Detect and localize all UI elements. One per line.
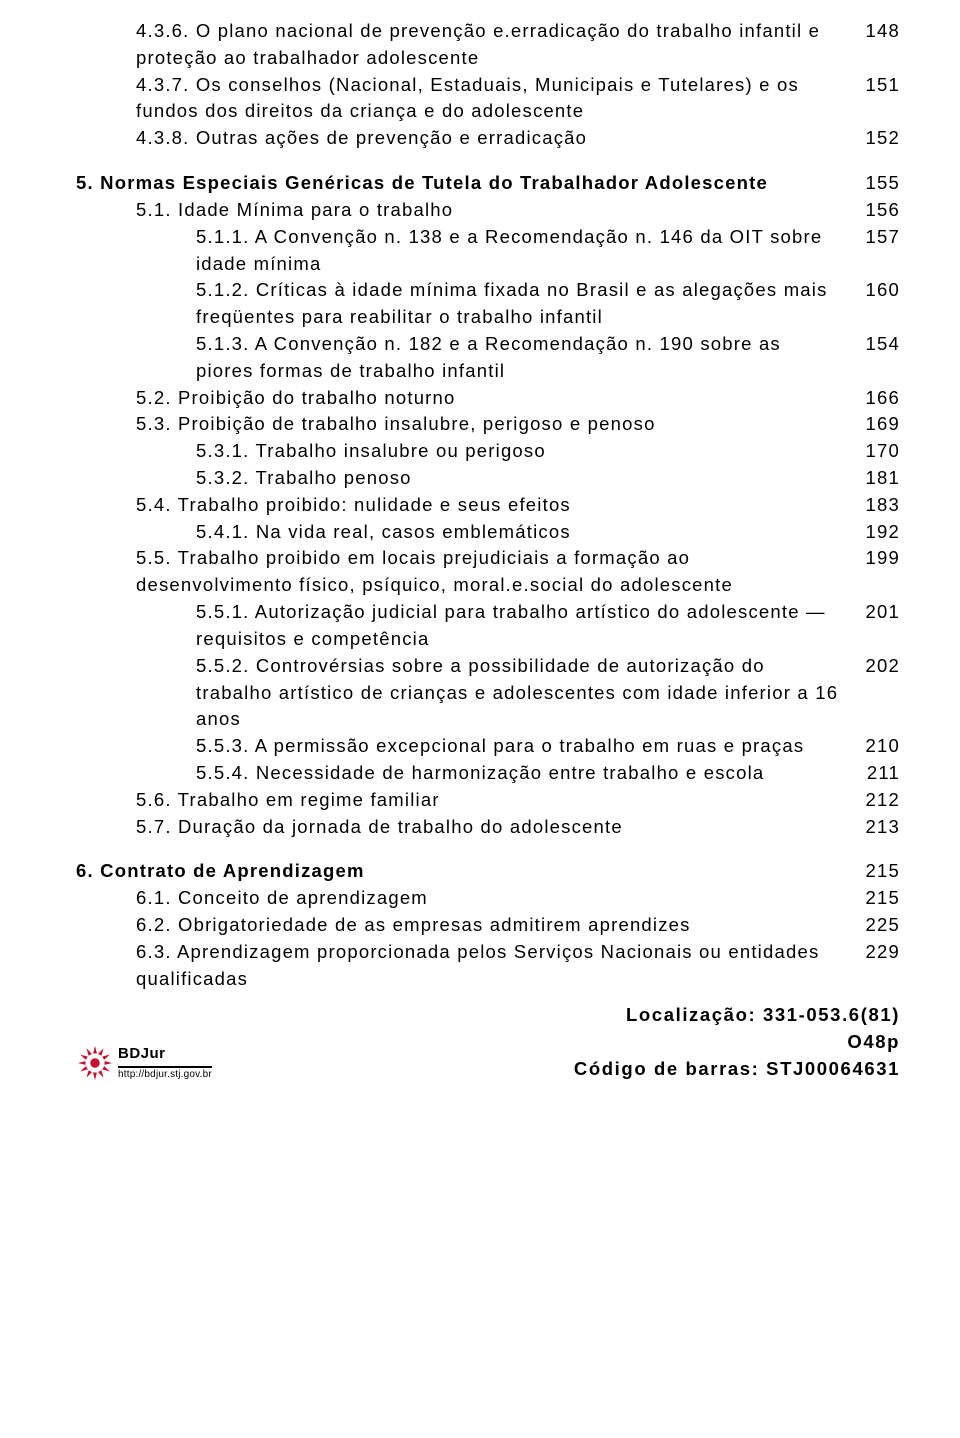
toc-entry: 5. Normas Especiais Genéricas de Tutela …	[76, 170, 900, 197]
toc-entry: 5.2. Proibição do trabalho noturno166	[76, 385, 900, 412]
toc-entry-page: 170	[840, 438, 900, 465]
toc-entry-page: 151	[840, 72, 900, 99]
toc-entry-text: 5.1.2. Críticas à idade mínima fixada no…	[76, 277, 840, 331]
footer-metadata: Localização: 331-053.6(81) O48p Código d…	[212, 1002, 900, 1082]
toc-entry-text: 5.5. Trabalho proibido em locais prejudi…	[76, 545, 840, 599]
toc-entry: 6.1. Conceito de aprendizagem215	[76, 885, 900, 912]
toc-entry: 6. Contrato de Aprendizagem215	[76, 858, 900, 885]
toc-entry-text: 6.3. Aprendizagem proporcionada pelos Se…	[76, 939, 840, 993]
footer-location: Localização: 331-053.6(81)	[212, 1002, 900, 1029]
toc-entry: 5.5. Trabalho proibido em locais prejudi…	[76, 545, 900, 599]
toc-entry: 4.3.7. Os conselhos (Nacional, Estaduais…	[76, 72, 900, 126]
toc-entry: 5.6. Trabalho em regime familiar212	[76, 787, 900, 814]
toc-entry: 5.3.1. Trabalho insalubre ou perigoso170	[76, 438, 900, 465]
toc-entry-page: 202	[840, 653, 900, 680]
toc-entry-text: 5.3.2. Trabalho penoso	[76, 465, 840, 492]
toc-entry: 5.3. Proibição de trabalho insalubre, pe…	[76, 411, 900, 438]
toc-entry: 5.3.2. Trabalho penoso181	[76, 465, 900, 492]
toc-entry-page: 210	[840, 733, 900, 760]
toc-entry-text: 5.2. Proibição do trabalho noturno	[76, 385, 840, 412]
toc-entry: 6.3. Aprendizagem proporcionada pelos Se…	[76, 939, 900, 993]
toc-entry-page: 199	[840, 545, 900, 572]
table-of-contents: 4.3.6. O plano nacional de prevenção e.e…	[76, 18, 900, 992]
toc-entry-page: 156	[840, 197, 900, 224]
page-footer: BDJur http://bdjur.stj.gov.br Localizaçã…	[76, 1002, 900, 1082]
toc-entry: 4.3.6. O plano nacional de prevenção e.e…	[76, 18, 900, 72]
toc-entry-page: 212	[840, 787, 900, 814]
toc-entry-page: 211	[840, 760, 900, 787]
toc-entry-text: 5.3. Proibição de trabalho insalubre, pe…	[76, 411, 840, 438]
toc-entry: 5.7. Duração da jornada de trabalho do a…	[76, 814, 900, 841]
toc-entry: 5.4. Trabalho proibido: nulidade e seus …	[76, 492, 900, 519]
toc-entry-text: 5.7. Duração da jornada de trabalho do a…	[76, 814, 840, 841]
toc-entry-text: 5.5.1. Autorização judicial para trabalh…	[76, 599, 840, 653]
toc-entry-page: 157	[840, 224, 900, 251]
toc-entry: 6.2. Obrigatoriedade de as empresas admi…	[76, 912, 900, 939]
toc-entry-text: 5.4. Trabalho proibido: nulidade e seus …	[76, 492, 840, 519]
footer-code: O48p	[212, 1029, 900, 1056]
toc-entry-text: 5.3.1. Trabalho insalubre ou perigoso	[76, 438, 840, 465]
toc-entry: 5.4.1. Na vida real, casos emblemáticos1…	[76, 519, 900, 546]
toc-entry-page: 154	[840, 331, 900, 358]
toc-entry-text: 4.3.7. Os conselhos (Nacional, Estaduais…	[76, 72, 840, 126]
logo-text: BDJur http://bdjur.stj.gov.br	[118, 1043, 212, 1083]
toc-entry-text: 4.3.8. Outras ações de prevenção e errad…	[76, 125, 840, 152]
toc-entry: 5.5.3. A permissão excepcional para o tr…	[76, 733, 900, 760]
toc-entry-text: 5.1. Idade Mínima para o trabalho	[76, 197, 840, 224]
logo-url: http://bdjur.stj.gov.br	[118, 1068, 212, 1083]
toc-entry-text: 5.6. Trabalho em regime familiar	[76, 787, 840, 814]
toc-entry: 5.1.2. Críticas à idade mínima fixada no…	[76, 277, 900, 331]
toc-entry-text: 5.1.3. A Convenção n. 182 e a Recomendaç…	[76, 331, 840, 385]
toc-entry-page: 192	[840, 519, 900, 546]
toc-entry-page: 225	[840, 912, 900, 939]
toc-entry-text: 6. Contrato de Aprendizagem	[76, 858, 840, 885]
toc-entry-page: 215	[840, 885, 900, 912]
toc-entry-page: 160	[840, 277, 900, 304]
toc-entry-page: 215	[840, 858, 900, 885]
toc-entry: 5.5.1. Autorização judicial para trabalh…	[76, 599, 900, 653]
logo-brand: BDJur	[118, 1043, 212, 1065]
toc-entry-page: 148	[840, 18, 900, 45]
toc-entry-page: 229	[840, 939, 900, 966]
toc-entry-page: 181	[840, 465, 900, 492]
toc-entry: 5.1. Idade Mínima para o trabalho156	[76, 197, 900, 224]
toc-entry-text: 5.5.3. A permissão excepcional para o tr…	[76, 733, 840, 760]
toc-entry-page: 213	[840, 814, 900, 841]
toc-entry-text: 5.4.1. Na vida real, casos emblemáticos	[76, 519, 840, 546]
toc-entry-text: 5.5.4. Necessidade de harmonização entre…	[76, 760, 840, 787]
toc-entry: 4.3.8. Outras ações de prevenção e errad…	[76, 125, 900, 152]
toc-entry-page: 155	[840, 170, 900, 197]
toc-entry-page: 183	[840, 492, 900, 519]
bdjur-logo: BDJur http://bdjur.stj.gov.br	[76, 1043, 212, 1083]
toc-entry-page: 152	[840, 125, 900, 152]
toc-entry-text: 6.2. Obrigatoriedade de as empresas admi…	[76, 912, 840, 939]
toc-entry: 5.5.4. Necessidade de harmonização entre…	[76, 760, 900, 787]
toc-entry-text: 6.1. Conceito de aprendizagem	[76, 885, 840, 912]
toc-entry: 5.5.2. Controvérsias sobre a possibilida…	[76, 653, 900, 733]
toc-entry-text: 5.5.2. Controvérsias sobre a possibilida…	[76, 653, 840, 733]
toc-entry-page: 201	[840, 599, 900, 626]
footer-barcode: Código de barras: STJ00064631	[212, 1056, 900, 1083]
toc-entry-text: 5.1.1. A Convenção n. 138 e a Recomendaç…	[76, 224, 840, 278]
toc-entry: 5.1.1. A Convenção n. 138 e a Recomendaç…	[76, 224, 900, 278]
sun-icon	[76, 1044, 114, 1082]
toc-entry-page: 166	[840, 385, 900, 412]
toc-entry-page: 169	[840, 411, 900, 438]
toc-entry-text: 4.3.6. O plano nacional de prevenção e.e…	[76, 18, 840, 72]
toc-entry: 5.1.3. A Convenção n. 182 e a Recomendaç…	[76, 331, 900, 385]
toc-entry-text: 5. Normas Especiais Genéricas de Tutela …	[76, 170, 840, 197]
